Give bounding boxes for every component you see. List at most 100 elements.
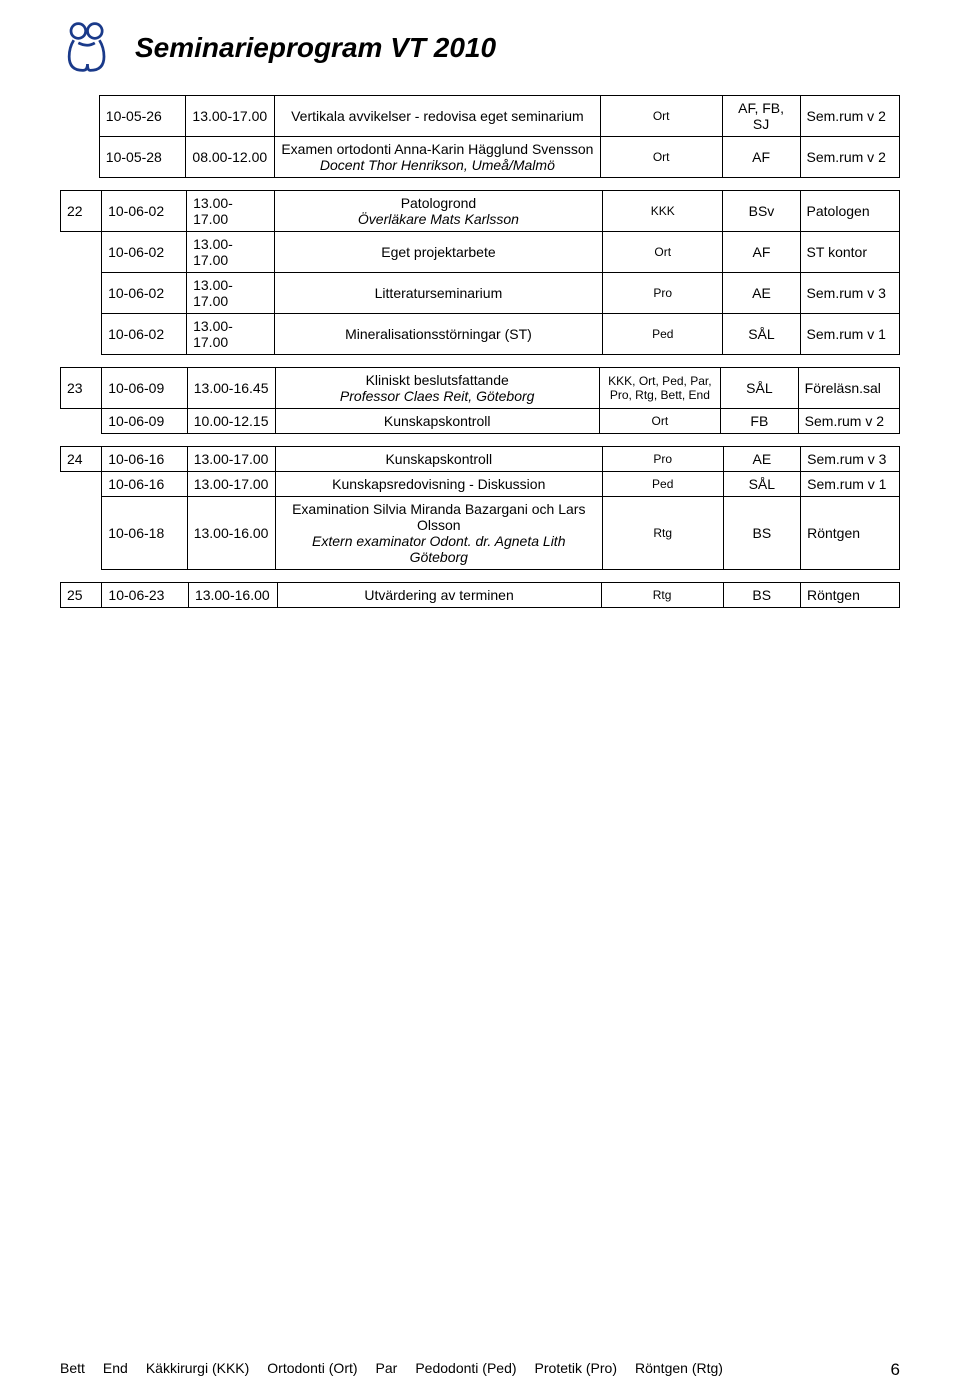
cell-c2: AF xyxy=(722,137,800,178)
table-row: 10-06-1813.00-16.00Examination Silvia Mi… xyxy=(61,497,900,570)
cell-time: 10.00-12.15 xyxy=(187,409,275,434)
schedule-table: 2210-06-0213.00-17.00PatologrondÖverläka… xyxy=(60,190,900,355)
cell-c1: Pro xyxy=(603,273,723,314)
cell-date: 10-05-26 xyxy=(99,96,186,137)
cell-num xyxy=(61,232,102,273)
cell-desc: Kunskapskontroll xyxy=(275,409,599,434)
cell-time: 08.00-12.00 xyxy=(186,137,275,178)
table-row: 2210-06-0213.00-17.00PatologrondÖverläka… xyxy=(61,191,900,232)
footer-item: Ortodonti (Ort) xyxy=(267,1360,357,1376)
cell-date: 10-06-02 xyxy=(102,273,187,314)
cell-c1: Rtg xyxy=(602,497,723,570)
cell-c1: Ped xyxy=(603,314,723,355)
table-row: 10-05-2613.00-17.00Vertikala avvikelser … xyxy=(60,96,900,137)
footer-item: Röntgen (Rtg) xyxy=(635,1360,723,1376)
cell-time: 13.00-17.00 xyxy=(187,447,275,472)
cell-time: 13.00-17.00 xyxy=(187,314,275,355)
cell-date: 10-06-09 xyxy=(102,368,188,409)
logo-icon xyxy=(60,20,115,75)
footer-item: Käkkirurgi (KKK) xyxy=(146,1360,249,1376)
cell-desc: Kliniskt beslutsfattandeProfessor Claes … xyxy=(275,368,599,409)
cell-c1: Ort xyxy=(600,96,722,137)
cell-c2: SÅL xyxy=(721,368,799,409)
cell-desc: Utvärdering av terminen xyxy=(277,583,601,608)
cell-c1: Ort xyxy=(599,409,720,434)
cell-num: 25 xyxy=(61,583,102,608)
cell-c3: Sem.rum v 3 xyxy=(801,447,900,472)
table-row: 10-06-0910.00-12.15KunskapskontrollOrtFB… xyxy=(61,409,900,434)
cell-c3: Sem.rum v 3 xyxy=(800,273,899,314)
header: Seminarieprogram VT 2010 xyxy=(60,20,900,75)
cell-c1: Ort xyxy=(603,232,723,273)
footer-item: Bett xyxy=(60,1360,85,1376)
cell-time: 13.00-16.00 xyxy=(188,583,277,608)
table-row: 10-06-0213.00-17.00Mineralisationsstörni… xyxy=(61,314,900,355)
cell-date: 10-06-02 xyxy=(102,314,187,355)
footer-item: Pedodonti (Ped) xyxy=(415,1360,516,1376)
cell-num xyxy=(60,137,99,178)
cell-time: 13.00-16.45 xyxy=(187,368,275,409)
cell-c3: Röntgen xyxy=(801,497,900,570)
cell-num: 23 xyxy=(61,368,102,409)
cell-desc: Examen ortodonti Anna-Karin Hägglund Sve… xyxy=(275,137,601,178)
cell-num xyxy=(60,96,99,137)
cell-num: 22 xyxy=(61,191,102,232)
cell-c3: Sem.rum v 1 xyxy=(800,314,899,355)
cell-c2: AF xyxy=(723,232,800,273)
cell-c3: Röntgen xyxy=(800,583,899,608)
footer-item: Protetik (Pro) xyxy=(535,1360,617,1376)
cell-desc: Mineralisationsstörningar (ST) xyxy=(274,314,602,355)
cell-date: 10-06-02 xyxy=(102,191,187,232)
table-row: 2510-06-2313.00-16.00Utvärdering av term… xyxy=(61,583,900,608)
cell-c3: ST kontor xyxy=(800,232,899,273)
cell-date: 10-06-16 xyxy=(102,447,188,472)
cell-c1: Ped xyxy=(602,472,723,497)
table-row: 2310-06-0913.00-16.45Kliniskt beslutsfat… xyxy=(61,368,900,409)
schedule-table: 2310-06-0913.00-16.45Kliniskt beslutsfat… xyxy=(60,367,900,434)
cell-num xyxy=(61,273,102,314)
cell-c1: Rtg xyxy=(601,583,723,608)
table-row: 2410-06-1613.00-17.00KunskapskontrollPro… xyxy=(61,447,900,472)
cell-time: 13.00-17.00 xyxy=(187,472,275,497)
table-row: 10-06-0213.00-17.00LitteraturseminariumP… xyxy=(61,273,900,314)
cell-desc: Vertikala avvikelser - redovisa eget sem… xyxy=(275,96,601,137)
cell-c1: Pro xyxy=(602,447,723,472)
cell-c3: Sem.rum v 1 xyxy=(801,472,900,497)
cell-desc: Eget projektarbete xyxy=(274,232,602,273)
footer: BettEndKäkkirurgi (KKK)Ortodonti (Ort)Pa… xyxy=(60,1360,900,1380)
cell-desc: Kunskapskontroll xyxy=(275,447,602,472)
cell-c3: Sem.rum v 2 xyxy=(800,96,900,137)
cell-c3: Patologen xyxy=(800,191,899,232)
cell-c1: Ort xyxy=(600,137,722,178)
cell-c2: FB xyxy=(721,409,799,434)
cell-c2: SÅL xyxy=(723,472,801,497)
table-row: 10-06-0213.00-17.00Eget projektarbeteOrt… xyxy=(61,232,900,273)
cell-num: 24 xyxy=(61,447,102,472)
cell-date: 10-06-18 xyxy=(102,497,188,570)
cell-c3: Sem.rum v 2 xyxy=(798,409,899,434)
cell-c2: SÅL xyxy=(723,314,800,355)
cell-c1: KKK xyxy=(603,191,723,232)
cell-date: 10-06-02 xyxy=(102,232,187,273)
cell-desc: Litteraturseminarium xyxy=(274,273,602,314)
footer-item: Par xyxy=(376,1360,398,1376)
cell-c3: Sem.rum v 2 xyxy=(800,137,900,178)
cell-c3: Föreläsn.sal xyxy=(798,368,899,409)
cell-c1: KKK, Ort, Ped, Par, Pro, Rtg, Bett, End xyxy=(599,368,720,409)
cell-c2: AE xyxy=(723,447,801,472)
cell-num xyxy=(61,314,102,355)
page-number: 6 xyxy=(891,1360,900,1380)
cell-date: 10-06-09 xyxy=(102,409,188,434)
cell-time: 13.00-17.00 xyxy=(186,96,275,137)
cell-c2: BSv xyxy=(723,191,800,232)
cell-desc: Kunskapsredovisning - Diskussion xyxy=(275,472,602,497)
cell-time: 13.00-17.00 xyxy=(187,191,275,232)
cell-date: 10-06-23 xyxy=(102,583,189,608)
cell-date: 10-06-16 xyxy=(102,472,188,497)
schedule-table: 2510-06-2313.00-16.00Utvärdering av term… xyxy=(60,582,900,608)
cell-num xyxy=(61,497,102,570)
cell-time: 13.00-17.00 xyxy=(187,232,275,273)
cell-c2: AF, FB, SJ xyxy=(722,96,800,137)
page-title: Seminarieprogram VT 2010 xyxy=(135,32,496,64)
schedule-table: 2410-06-1613.00-17.00KunskapskontrollPro… xyxy=(60,446,900,570)
